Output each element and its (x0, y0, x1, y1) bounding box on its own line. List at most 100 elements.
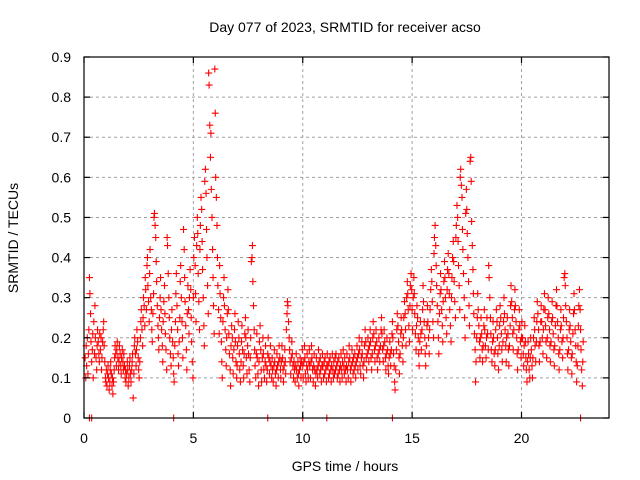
data-point-plus (563, 334, 571, 342)
data-point-plus (208, 213, 216, 221)
data-point-plus (470, 310, 478, 318)
data-point-plus (260, 374, 268, 382)
data-point-plus (243, 370, 251, 378)
data-point-plus (385, 354, 393, 362)
data-point-plus (174, 326, 182, 334)
data-point-plus (89, 330, 97, 338)
data-point-plus (213, 221, 221, 229)
data-point-plus (451, 298, 459, 306)
data-point-plus (159, 318, 167, 326)
data-point-plus (184, 282, 192, 290)
data-point-plus (519, 334, 527, 342)
data-point-plus (134, 354, 142, 362)
data-point-plus (143, 262, 151, 270)
data-point-plus (160, 298, 168, 306)
data-point-plus (476, 334, 484, 342)
data-point-plus (472, 378, 480, 386)
data-point-plus (205, 69, 213, 77)
data-point-plus (395, 370, 403, 378)
data-point-plus (308, 342, 315, 350)
data-point-plus (493, 318, 501, 326)
data-point-plus (131, 350, 139, 358)
data-point-plus (315, 346, 322, 354)
data-point-plus (437, 286, 445, 294)
data-point-plus (461, 334, 469, 342)
data-point-plus (167, 362, 175, 370)
data-point-plus (146, 270, 154, 278)
data-point-plus (524, 338, 532, 346)
data-point-plus (565, 326, 573, 334)
data-point-plus (498, 346, 506, 354)
data-point-plus (231, 326, 238, 334)
data-point-plus (86, 290, 94, 298)
data-point-plus (444, 266, 452, 274)
data-point-plus (185, 306, 193, 314)
data-point-plus (218, 358, 226, 366)
data-point-plus (378, 330, 386, 338)
x-tick-label: 15 (404, 430, 420, 446)
data-point-plus (340, 370, 348, 378)
data-point-plus (408, 306, 416, 314)
data-point-plus (214, 282, 222, 290)
data-point-plus (247, 334, 255, 342)
data-point-plus (207, 129, 215, 137)
data-point-plus (514, 366, 522, 374)
data-point-plus (560, 274, 568, 282)
data-point-plus (404, 290, 412, 298)
data-point-plus (175, 362, 182, 370)
data-point-plus (533, 298, 541, 306)
data-point-plus (110, 378, 118, 386)
data-point-plus (478, 330, 486, 338)
data-point-plus (502, 358, 510, 366)
data-point-plus (150, 290, 158, 298)
data-point-plus (410, 290, 418, 298)
data-point-plus (168, 306, 176, 314)
data-point-plus (492, 326, 500, 334)
data-point-plus (170, 378, 178, 386)
data-point-plus (444, 250, 452, 258)
data-point-plus (141, 274, 149, 282)
data-point-plus (511, 286, 519, 294)
data-point-plus (224, 286, 232, 294)
data-point-plus (557, 306, 565, 314)
data-point-plus (487, 330, 495, 338)
data-point-plus (286, 346, 294, 354)
data-point-plus (549, 330, 557, 338)
data-point-plus (455, 262, 462, 270)
data-point-plus (303, 350, 311, 358)
data-point-plus (175, 338, 183, 346)
data-point-plus (479, 358, 487, 366)
data-point-plus (169, 354, 177, 362)
data-point-plus (271, 370, 279, 378)
data-point-plus (506, 322, 514, 330)
data-point-plus (268, 374, 276, 382)
data-point-plus (81, 354, 89, 362)
x-tick-label: 5 (189, 430, 197, 446)
data-point-plus (165, 294, 173, 302)
data-point-plus (390, 350, 398, 358)
data-point-plus (514, 346, 522, 354)
data-point-plus (425, 350, 433, 358)
data-point-plus (279, 366, 287, 374)
data-point-plus (193, 242, 201, 250)
data-point-plus (190, 254, 198, 262)
data-point-plus (280, 362, 288, 370)
data-point-plus (538, 318, 546, 326)
data-point-plus (231, 310, 239, 318)
data-point-plus (97, 334, 105, 342)
data-point-plus (354, 366, 362, 374)
data-point-plus (436, 290, 444, 298)
data-point-plus (245, 366, 253, 374)
data-point-plus (113, 338, 121, 346)
data-point-plus (465, 302, 473, 310)
data-point-plus (392, 366, 400, 374)
data-point-plus (93, 342, 101, 350)
data-point-plus (449, 254, 457, 262)
data-point-plus (85, 326, 93, 334)
data-point-plus (557, 322, 565, 330)
data-point-plus (423, 322, 431, 330)
data-point-plus (551, 342, 559, 350)
data-point-plus (493, 334, 501, 342)
data-point-plus (202, 189, 210, 197)
